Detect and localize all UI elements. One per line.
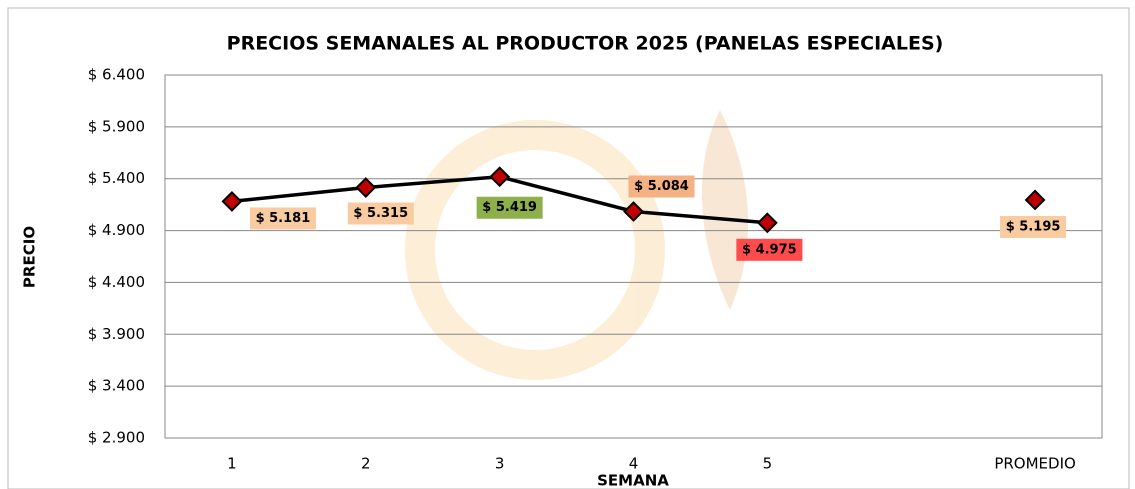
- marker: [491, 168, 509, 186]
- y-tick-label: $ 2.900: [88, 429, 145, 447]
- marker: [1026, 191, 1044, 209]
- value-label: $ 5.181: [256, 211, 311, 226]
- plot-area: [165, 75, 1102, 438]
- marker: [357, 179, 375, 197]
- value-label: $ 4.975: [742, 242, 797, 257]
- y-tick-label: $ 5.400: [88, 169, 145, 187]
- y-tick-label: $ 4.900: [88, 221, 145, 239]
- y-tick-label: $ 5.900: [88, 117, 145, 135]
- chart: PRECIOS SEMANALES AL PRODUCTOR 2025 (PAN…: [0, 0, 1135, 489]
- x-axis-title: SEMANA: [597, 472, 669, 489]
- value-label: $ 5.084: [634, 179, 689, 194]
- watermark: [420, 110, 748, 365]
- y-tick-label: $ 3.400: [88, 377, 145, 395]
- chart-frame: [8, 8, 1129, 489]
- marker: [758, 214, 776, 232]
- y-tick-label: $ 3.900: [88, 325, 145, 343]
- value-label: $ 5.195: [1006, 219, 1061, 234]
- chart-title: PRECIOS SEMANALES AL PRODUCTOR 2025 (PAN…: [227, 33, 944, 55]
- x-tick-label: 1: [227, 455, 237, 473]
- x-tick-label: 2: [361, 455, 371, 473]
- x-tick-label: PROMEDIO: [994, 455, 1075, 473]
- x-tick-label: 3: [495, 455, 505, 473]
- marker: [223, 192, 241, 210]
- y-tick-label: $ 4.400: [88, 273, 145, 291]
- value-label: $ 5.315: [353, 206, 408, 221]
- value-label: $ 5.419: [482, 200, 537, 215]
- x-tick-label: 5: [763, 455, 773, 473]
- y-tick-label: $ 6.400: [88, 66, 145, 84]
- y-axis-title: PRECIO: [21, 226, 39, 288]
- x-tick-label: 4: [629, 455, 639, 473]
